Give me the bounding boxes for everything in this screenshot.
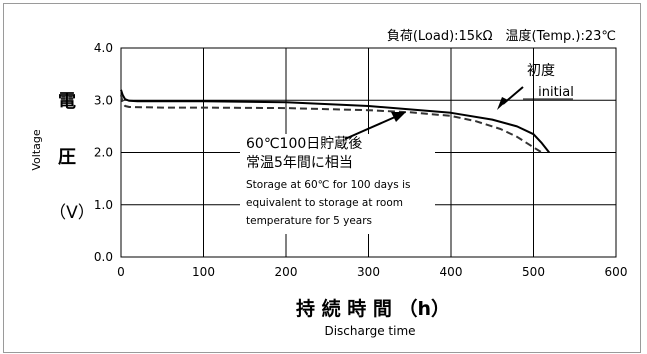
ylabel-char-1: 電 — [58, 91, 76, 112]
annotation-storage: 60℃100日貯蔵後 常温5年間に相当 Storage at 60℃ for 1… — [240, 112, 435, 234]
x-tick-label: 600 — [605, 265, 628, 279]
y-tick-label: 2.0 — [94, 146, 113, 160]
x-tick-label: 0 — [117, 265, 125, 279]
annotation-storage-line-5: temperature for 5 years — [246, 215, 372, 227]
chart-header: 負荷(Load):15kΩ 温度(Temp.):23℃ — [387, 28, 616, 44]
ylabel-char-2: 圧 — [58, 147, 76, 168]
annotation-storage-line-2: 常温5年間に相当 — [246, 155, 353, 171]
x-tick-label: 100 — [192, 265, 215, 279]
annotation-storage-background — [240, 134, 435, 234]
x-tick-label: 400 — [440, 265, 463, 279]
annotation-storage-line-4: equivalent to storage at room — [246, 197, 403, 209]
xlabel-english: Discharge time — [324, 324, 415, 338]
annotation-initial-jp: 初度 — [527, 62, 555, 79]
annotation-initial: 初度 initial — [497, 62, 574, 110]
y-tick-label: 0.0 — [94, 250, 113, 264]
ylabel-unit: （V） — [49, 203, 95, 223]
x-tick-label: 300 — [357, 265, 380, 279]
plot-area — [120, 47, 617, 258]
annotation-initial-arrowhead — [497, 97, 508, 110]
annotation-storage-line-3: Storage at 60℃ for 100 days is — [246, 179, 410, 191]
annotation-initial-en: initial — [538, 85, 574, 100]
series-line-storage — [120, 94, 543, 154]
x-tick-label: 200 — [275, 265, 298, 279]
x-tick-label: 500 — [522, 265, 545, 279]
y-tick-label: 1.0 — [94, 198, 113, 212]
series-line-initial — [120, 89, 550, 154]
annotation-storage-arrowhead — [391, 112, 406, 122]
y-tick-label: 4.0 — [94, 41, 113, 55]
ylabel-english: Voltage — [30, 129, 43, 170]
y-tick-label: 3.0 — [94, 93, 113, 107]
annotation-storage-arrow-shaft — [344, 116, 396, 140]
xlabel-japanese: 持 続 時 間 （h） — [296, 297, 450, 320]
annotation-storage-line-1: 60℃100日貯蔵後 — [246, 136, 362, 152]
